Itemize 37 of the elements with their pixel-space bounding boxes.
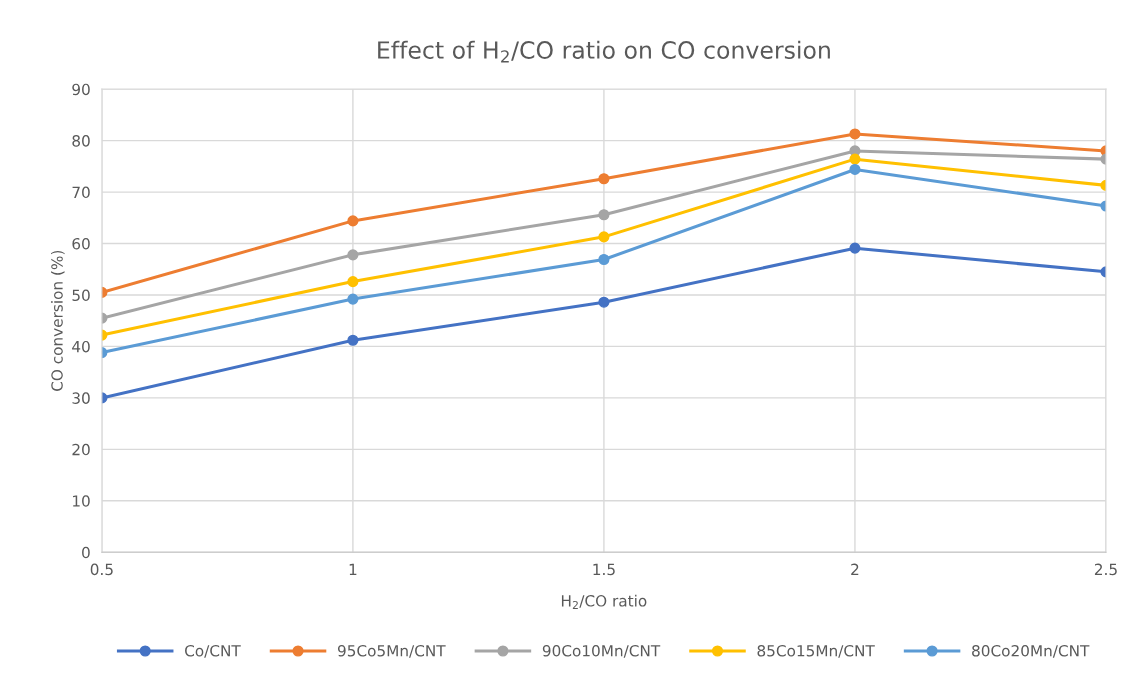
y-tick-label: 0: [82, 546, 90, 559]
y-tick-label: 80: [72, 135, 90, 147]
point: [598, 231, 610, 243]
legend-label: Co/CNT: [185, 644, 241, 658]
legend-label: 90Co10Mn/CNT: [542, 644, 661, 658]
point: [598, 173, 610, 185]
x-axis-title: H$_{2}$/CO ratio: [561, 594, 647, 609]
y-tick-label: 10: [73, 495, 90, 507]
x-tick-label: 1: [349, 563, 357, 575]
point: [347, 276, 359, 288]
y-tick-label: 90: [72, 83, 90, 96]
legend-label: 80Co20Mn/CNT: [972, 644, 1090, 658]
y-axis-title: CO conversion (%): [50, 250, 65, 391]
point: [598, 296, 610, 308]
chart-title: Effect of H$_{2}$/CO ratio on CO conversion: [378, 40, 830, 63]
point: [598, 253, 610, 266]
point: [347, 215, 359, 227]
point: [849, 153, 861, 165]
point: [347, 249, 359, 261]
point: [849, 163, 861, 175]
y-tick-label: 60: [72, 238, 90, 250]
point: [347, 293, 359, 305]
y-tick-label: 50: [72, 289, 90, 301]
point: [849, 128, 861, 140]
y-tick-label: 70: [72, 186, 90, 199]
x-tick-label: 0.5: [90, 563, 113, 576]
legend-label: 85Co15Mn/CNT: [757, 644, 875, 658]
y-tick-label: 40: [72, 340, 90, 353]
y-tick-label: 30: [72, 392, 90, 404]
point: [347, 334, 359, 346]
x-tick-label: 2: [851, 563, 859, 575]
point: [598, 209, 610, 221]
y-tick-label: 20: [72, 443, 90, 456]
legend-label: 95Co5Mn/CNT: [337, 644, 446, 658]
point: [849, 242, 861, 254]
x-tick-label: 1.5: [593, 563, 615, 576]
x-tick-label: 2.5: [1094, 563, 1117, 576]
